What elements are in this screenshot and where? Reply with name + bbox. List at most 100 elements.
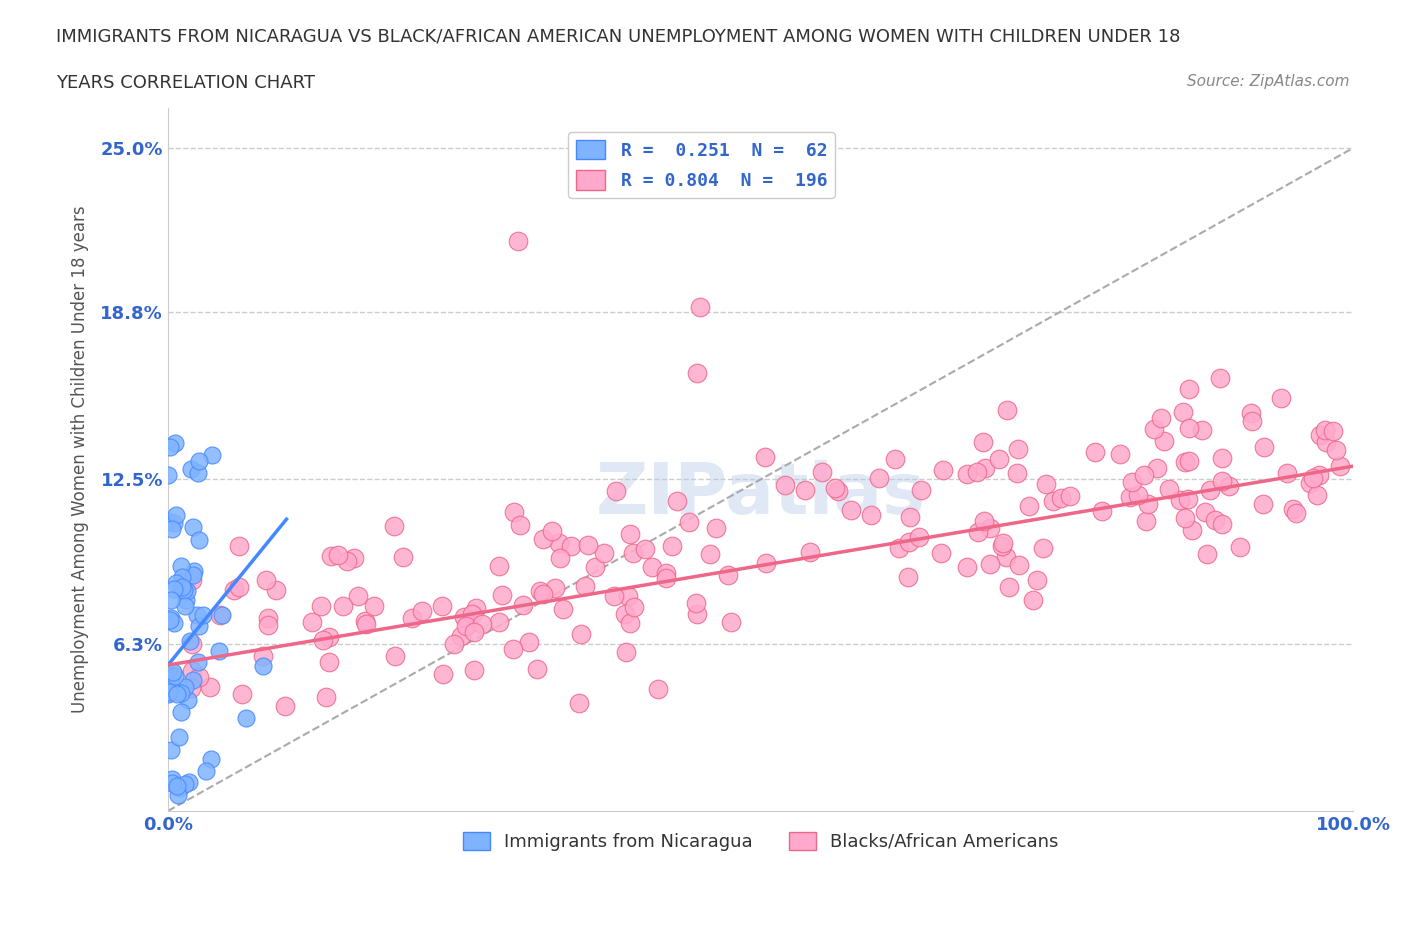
Point bbox=[1005, 466, 1028, 481]
Point bbox=[1126, 487, 1149, 502]
Point bbox=[1025, 572, 1047, 587]
Point bbox=[180, 636, 202, 651]
Point bbox=[231, 686, 253, 701]
Point bbox=[623, 600, 645, 615]
Point bbox=[166, 779, 188, 794]
Point bbox=[547, 536, 569, 551]
Point bbox=[179, 633, 201, 648]
Point bbox=[979, 521, 1001, 536]
Point bbox=[1309, 428, 1331, 443]
Point bbox=[517, 635, 540, 650]
Point bbox=[972, 435, 994, 450]
Point bbox=[1153, 433, 1175, 448]
Point bbox=[177, 775, 200, 790]
Point bbox=[531, 531, 554, 546]
Point bbox=[1108, 446, 1130, 461]
Point bbox=[1199, 483, 1222, 498]
Point bbox=[332, 598, 354, 613]
Point bbox=[541, 524, 564, 538]
Point bbox=[353, 613, 375, 628]
Point bbox=[574, 578, 596, 593]
Point bbox=[979, 556, 1001, 571]
Point bbox=[1121, 474, 1143, 489]
Point bbox=[183, 565, 205, 579]
Point bbox=[1119, 490, 1142, 505]
Point bbox=[512, 598, 534, 613]
Point bbox=[1157, 482, 1180, 497]
Point bbox=[465, 601, 488, 616]
Point bbox=[569, 627, 592, 642]
Point bbox=[1194, 504, 1216, 519]
Point bbox=[163, 616, 186, 631]
Point bbox=[347, 589, 370, 604]
Point bbox=[159, 612, 181, 627]
Point bbox=[456, 618, 478, 633]
Point bbox=[162, 668, 184, 683]
Point bbox=[1137, 497, 1160, 512]
Point bbox=[907, 529, 929, 544]
Point bbox=[252, 658, 274, 673]
Point bbox=[1277, 466, 1299, 481]
Point bbox=[430, 599, 453, 614]
Point bbox=[995, 549, 1018, 564]
Point bbox=[995, 402, 1018, 417]
Point bbox=[170, 569, 193, 584]
Point bbox=[1035, 476, 1057, 491]
Point bbox=[1170, 492, 1192, 507]
Point bbox=[1313, 422, 1336, 437]
Point bbox=[1150, 410, 1173, 425]
Point bbox=[685, 606, 707, 621]
Point bbox=[689, 299, 711, 314]
Point bbox=[1049, 490, 1071, 505]
Point bbox=[1174, 455, 1197, 470]
Point bbox=[883, 452, 905, 467]
Point bbox=[208, 644, 231, 658]
Point bbox=[634, 542, 657, 557]
Point bbox=[461, 606, 484, 621]
Point bbox=[811, 465, 834, 480]
Point bbox=[686, 365, 709, 380]
Point bbox=[453, 609, 475, 624]
Point bbox=[1042, 494, 1064, 509]
Point bbox=[1091, 503, 1114, 518]
Point bbox=[174, 599, 197, 614]
Point bbox=[773, 477, 796, 492]
Point bbox=[167, 788, 190, 803]
Point bbox=[170, 579, 193, 594]
Point bbox=[491, 588, 513, 603]
Point bbox=[176, 584, 198, 599]
Point bbox=[973, 460, 995, 475]
Point bbox=[315, 690, 337, 705]
Point bbox=[160, 742, 183, 757]
Point bbox=[167, 684, 190, 699]
Point bbox=[165, 576, 187, 591]
Point bbox=[173, 777, 195, 791]
Point bbox=[1253, 440, 1275, 455]
Point bbox=[839, 503, 862, 518]
Point bbox=[177, 693, 200, 708]
Point bbox=[1285, 506, 1308, 521]
Point bbox=[1229, 539, 1251, 554]
Point bbox=[311, 633, 333, 648]
Point bbox=[183, 673, 205, 688]
Point bbox=[411, 604, 433, 618]
Point bbox=[966, 464, 988, 479]
Point bbox=[956, 560, 979, 575]
Point bbox=[162, 664, 184, 679]
Point bbox=[160, 776, 183, 790]
Point bbox=[1329, 458, 1351, 473]
Point bbox=[592, 545, 614, 560]
Point bbox=[228, 539, 250, 554]
Point bbox=[502, 641, 524, 656]
Point bbox=[1240, 405, 1263, 420]
Text: YEARS CORRELATION CHART: YEARS CORRELATION CHART bbox=[56, 74, 315, 92]
Point bbox=[1211, 516, 1233, 531]
Point bbox=[159, 439, 181, 454]
Point bbox=[488, 615, 510, 630]
Point bbox=[488, 558, 510, 573]
Point bbox=[195, 764, 218, 779]
Point bbox=[174, 680, 197, 695]
Point bbox=[1135, 513, 1157, 528]
Point bbox=[181, 520, 204, 535]
Point bbox=[343, 551, 366, 565]
